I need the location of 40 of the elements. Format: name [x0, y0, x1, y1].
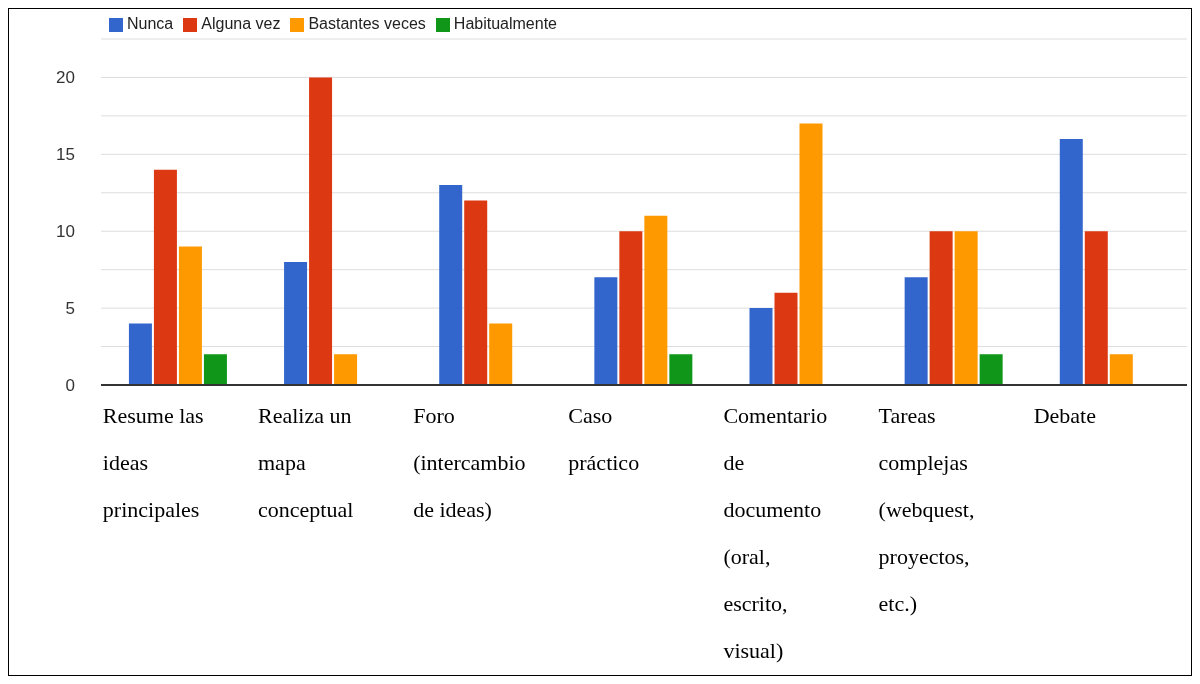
bar — [284, 261, 308, 385]
bar — [954, 231, 978, 385]
bar — [439, 185, 463, 385]
bar — [128, 323, 152, 385]
legend-label: Nunca — [127, 15, 174, 32]
bar — [929, 231, 953, 385]
y-tick-label: 5 — [65, 299, 75, 319]
x-tick-label: Caso práctico — [568, 403, 640, 475]
y-tick-label: 10 — [56, 222, 75, 242]
bar — [1109, 354, 1133, 385]
bar — [203, 354, 227, 385]
legend-label: Bastantes veces — [308, 15, 426, 32]
y-tick-label: 20 — [56, 68, 75, 88]
bar — [309, 77, 333, 385]
bar — [979, 354, 1003, 385]
x-tick-label: Foro (intercambio de ideas) — [413, 403, 526, 522]
x-tick-label: Comentario de documento (oral, escrito, visual) — [723, 403, 828, 663]
x-tick-label: Debate — [1033, 403, 1097, 428]
bar — [749, 308, 773, 385]
bar — [489, 323, 513, 385]
y-tick-label: 0 — [65, 376, 75, 396]
legend-label: Habitualmente — [453, 15, 557, 32]
bar — [594, 277, 618, 385]
bar — [644, 215, 668, 385]
bar — [153, 169, 177, 385]
y-tick-label: 15 — [56, 145, 75, 165]
x-tick-label: Tareas complejas (webquest, proyectos, etc.) — [878, 403, 975, 616]
bar — [669, 354, 693, 385]
bar — [464, 200, 488, 385]
bar — [904, 277, 928, 385]
x-tick-label: Resume las ideas principales — [102, 403, 204, 522]
bar — [619, 231, 643, 385]
bar — [334, 354, 358, 385]
bar — [1084, 231, 1108, 385]
x-tick-label: Realiza un mapa conceptual — [258, 403, 354, 522]
bar — [1059, 138, 1083, 385]
bar — [178, 246, 202, 385]
bar — [799, 123, 823, 385]
legend-label: Alguna vez — [201, 15, 281, 32]
bar — [774, 292, 798, 385]
